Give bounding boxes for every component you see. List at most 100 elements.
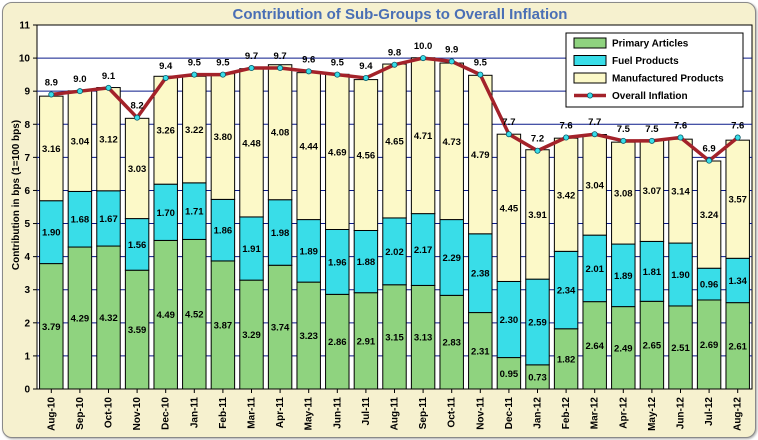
bar-value-label: 2.61 [728, 341, 747, 352]
bar-value-label: 1.56 [128, 240, 147, 251]
inflation-value-label: 7.5 [617, 124, 631, 135]
bar-value-label: 2.49 [614, 343, 633, 354]
bar-value-label: 2.65 [643, 341, 662, 352]
x-tick-label: Jun-11 [332, 397, 343, 429]
inflation-value-label: 9.5 [331, 58, 345, 69]
x-tick-label: Jun-12 [676, 397, 687, 430]
inflation-value-label: 9.5 [474, 58, 488, 69]
bar-value-label: 3.42 [557, 190, 576, 201]
bar-segment [267, 64, 293, 201]
inflation-point [191, 71, 198, 78]
bar-value-label: 2.30 [500, 315, 519, 326]
inflation-value-label: 7.5 [645, 124, 659, 135]
y-tick-label: 10 [19, 54, 31, 65]
inflation-point [277, 65, 284, 72]
legend-label: Primary Articles [612, 39, 689, 50]
inflation-value-label: 7.6 [674, 121, 687, 132]
inflation-point [248, 65, 255, 72]
x-tick-label: Feb-11 [218, 397, 229, 429]
x-tick-label: Aug-10 [46, 397, 57, 431]
inflation-point [648, 137, 655, 144]
bar-value-label: 1.67 [99, 214, 118, 225]
bar-value-label: 4.48 [242, 138, 261, 149]
legend: Primary Articles Fuel Products Manufacture… [565, 32, 744, 108]
inflation-value-label: 10.0 [414, 41, 433, 52]
inflation-value-label: 9.8 [388, 48, 401, 59]
inflation-value-label: 9.5 [216, 58, 230, 69]
inflation-point [591, 131, 598, 138]
bar-value-label: 4.73 [442, 137, 461, 148]
inflation-value-label: 9.4 [159, 61, 173, 72]
y-axis-label: Contribution in bps (1=100 bps) [11, 120, 22, 270]
bar-value-label: 2.59 [528, 317, 547, 328]
legend-label: Overall Inflation [612, 91, 688, 102]
inflation-value-label: 9.1 [102, 71, 116, 82]
y-tick-label: 11 [19, 21, 30, 32]
x-tick-label: Mar-11 [247, 397, 258, 429]
bar-value-label: 2.01 [585, 264, 604, 275]
inflation-point [734, 134, 741, 141]
bar-value-label: 1.70 [156, 208, 175, 219]
inflation-value-label: 9.6 [302, 54, 315, 65]
x-tick-label: Oct-11 [447, 397, 458, 428]
bar-value-label: 3.91 [528, 210, 547, 221]
bar-value-label: 1.98 [271, 228, 290, 239]
x-tick-label: Aug-11 [390, 397, 401, 431]
bar-value-label: 3.03 [128, 164, 147, 175]
x-tick-label: Oct-10 [104, 397, 115, 429]
inflation-value-label: 7.7 [588, 117, 601, 128]
bar-value-label: 1.88 [357, 257, 376, 268]
inflation-point [362, 74, 369, 81]
inflation-value-label: 6.9 [702, 144, 715, 155]
bar-value-label: 1.34 [728, 276, 747, 287]
y-tick-label: 1 [24, 351, 30, 362]
y-tick-label: 8 [24, 120, 30, 131]
inflation-point [134, 114, 141, 121]
bar-value-label: 4.49 [156, 310, 175, 321]
inflation-point [477, 71, 484, 78]
inflation-point [534, 147, 541, 154]
inflation-point [420, 55, 427, 62]
bar-value-label: 4.79 [471, 150, 490, 161]
inflation-value-label: 8.2 [130, 101, 143, 112]
bar-value-label: 1.89 [614, 271, 633, 282]
bar-value-label: 3.59 [128, 325, 147, 336]
x-tick-label: Jan-12 [533, 397, 544, 429]
bar-value-label: 1.89 [299, 246, 318, 257]
legend-label: Manufactured Products [612, 74, 724, 85]
plot-area: 0 1 2 3 4 5 6 7 8 9 10 11 3.79 1.90 3.16 Aug-10 4.29 1.68… [19, 21, 753, 431]
legend-swatch [573, 37, 607, 49]
bar-value-label: 4.44 [299, 142, 318, 153]
bar-value-label: 1.81 [643, 267, 662, 278]
x-tick-label: Mar-12 [590, 397, 601, 430]
x-tick-label: Nov-11 [475, 397, 486, 430]
inflation-value-label: 9.7 [273, 51, 286, 62]
inflation-value-label: 9.0 [73, 74, 86, 85]
x-tick-label: May-11 [304, 397, 315, 431]
bar-value-label: 4.32 [99, 313, 118, 324]
inflation-value-label: 9.7 [245, 51, 258, 62]
x-tick-label: Jan-11 [189, 397, 200, 429]
y-tick-label: 9 [24, 87, 30, 98]
bar-value-label: 3.29 [242, 330, 261, 341]
x-tick-label: Dec-10 [161, 397, 172, 430]
bar-value-label: 3.24 [700, 210, 719, 221]
x-tick-label: Nov-10 [132, 397, 143, 431]
inflation-point [563, 134, 570, 141]
x-tick-label: Sep-10 [75, 397, 86, 430]
bar-value-label: 4.69 [328, 147, 347, 158]
bar-value-label: 3.14 [671, 187, 690, 198]
y-tick-label: 3 [24, 285, 30, 296]
inflation-point [76, 88, 83, 95]
x-tick-label: Apr-11 [275, 397, 286, 429]
x-tick-label: Jul-11 [361, 397, 372, 426]
bar-value-label: 3.07 [643, 186, 662, 197]
inflation-value-label: 9.9 [445, 44, 458, 55]
bar-value-label: 4.29 [71, 314, 90, 325]
x-tick-label: Sep-11 [418, 397, 429, 430]
y-tick-label: 4 [24, 252, 30, 263]
bar-value-label: 2.64 [585, 341, 604, 352]
x-tick-label: Feb-12 [561, 397, 572, 430]
bar-value-label: 2.51 [671, 343, 690, 354]
